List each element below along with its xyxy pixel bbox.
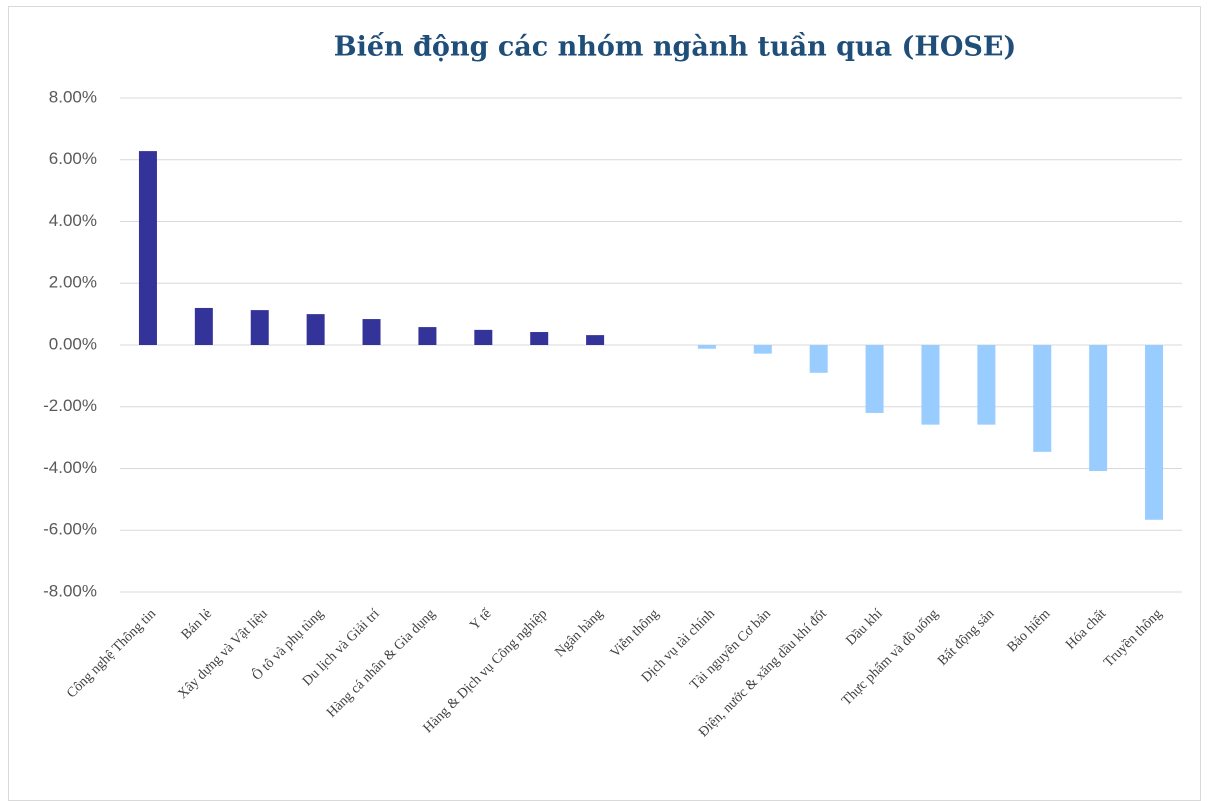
bar xyxy=(809,345,828,373)
bar xyxy=(362,319,381,345)
bar xyxy=(697,345,716,349)
bar xyxy=(474,329,493,345)
bar xyxy=(753,345,772,354)
y-tick-label: 6.00% xyxy=(49,149,97,168)
y-tick-label: -6.00% xyxy=(43,520,97,539)
y-tick-label: 2.00% xyxy=(49,273,97,292)
bar xyxy=(194,307,213,345)
bar xyxy=(530,332,549,345)
y-tick-label: 0.00% xyxy=(49,334,97,353)
y-tick-label: -2.00% xyxy=(43,396,97,415)
chart-border xyxy=(8,6,1201,801)
bar xyxy=(586,335,605,345)
bar xyxy=(1089,345,1108,471)
bar xyxy=(138,151,157,345)
chart-title: Biến động các nhóm ngành tuần qua (HOSE) xyxy=(334,31,1016,63)
bar xyxy=(1145,345,1164,520)
y-tick-label: -8.00% xyxy=(43,581,97,600)
y-tick-label: 8.00% xyxy=(49,87,97,106)
bar xyxy=(418,327,437,345)
bar xyxy=(1033,345,1052,452)
bar xyxy=(306,314,325,345)
y-tick-label: -4.00% xyxy=(43,458,97,477)
y-tick-label: 4.00% xyxy=(49,211,97,230)
bar xyxy=(250,310,269,345)
bar xyxy=(977,345,996,425)
bar xyxy=(921,345,940,425)
bar xyxy=(865,345,884,413)
